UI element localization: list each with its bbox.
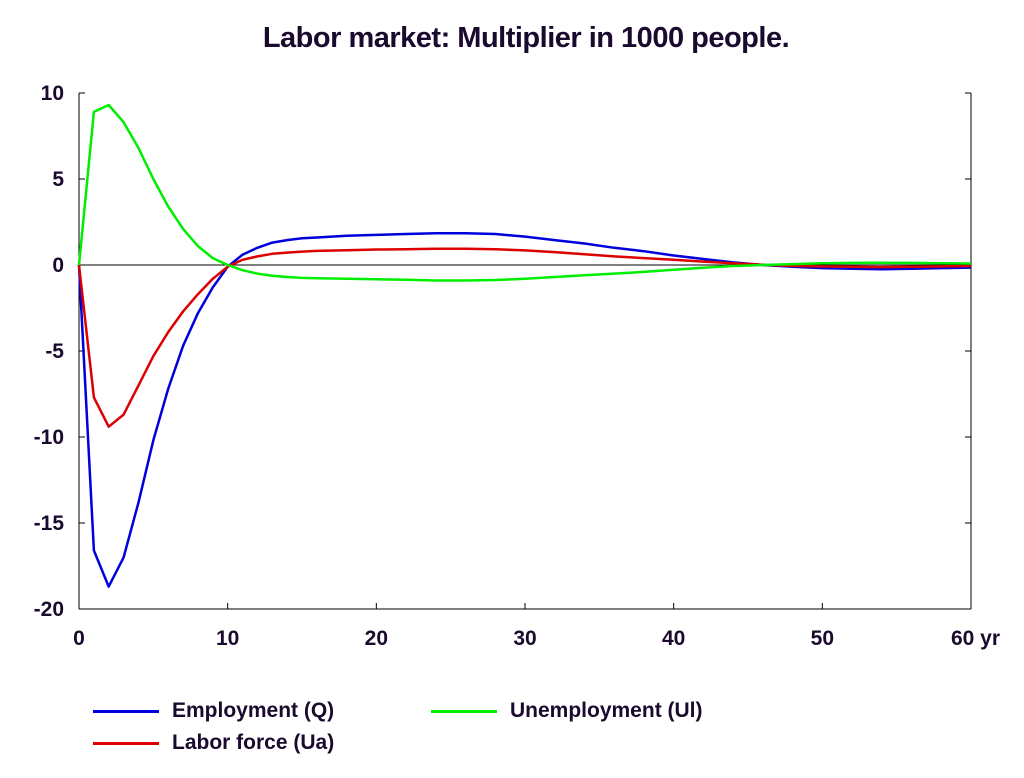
legend-label-unemployment: Unemployment (Ul) — [510, 699, 703, 722]
y-tick-label: -15 — [34, 512, 65, 535]
series-line-unemployment — [77, 103, 972, 282]
legend-swatch-unemployment — [431, 709, 497, 713]
chart-title: Labor market: Multiplier in 1000 people. — [262, 22, 790, 54]
y-tick-label: 10 — [41, 82, 64, 105]
legend-swatch-labor-force — [93, 741, 159, 745]
x-tick-label: 60 yr — [951, 627, 1000, 650]
x-tick-label: 0 — [73, 627, 85, 650]
y-tick-label: -10 — [34, 426, 64, 449]
legend-item-unemployment: Unemployment (Ul) — [431, 699, 703, 723]
x-tick-label: 20 — [365, 627, 388, 650]
y-tick-label: 0 — [52, 254, 64, 277]
x-tick-label: 30 — [513, 627, 536, 650]
legend-item-labor-force: Labor force (Ua) — [93, 731, 334, 755]
x-tick-label: 10 — [216, 627, 239, 650]
y-tick-label: -20 — [34, 598, 64, 621]
series-line-labor-force — [77, 247, 972, 428]
y-tick-label: 5 — [52, 168, 64, 191]
legend-item-employment: Employment (Q) — [93, 699, 334, 723]
series-line-employment — [77, 231, 972, 588]
x-tick-label: 50 — [811, 627, 834, 650]
legend-label-employment: Employment (Q) — [172, 699, 335, 722]
y-tick-label: -5 — [45, 340, 64, 363]
legend-swatch-employment — [93, 709, 159, 713]
x-tick-label: 40 — [662, 627, 685, 650]
legend-label-labor-force: Labor force (Ua) — [172, 731, 335, 754]
